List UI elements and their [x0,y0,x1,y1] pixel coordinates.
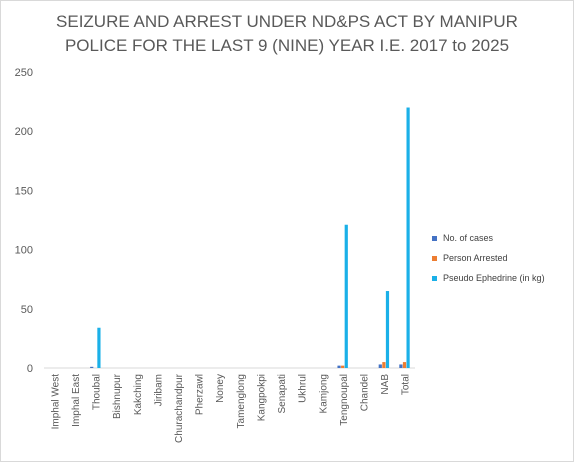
bar-pseudo-ephedrine-in-kg [97,327,101,368]
x-tick-label: Tamenglong [236,374,247,428]
x-tick-label: Kamjong [318,374,329,413]
x-tick-label: Senapati [277,374,288,413]
x-tick-label: Imphal West [50,374,61,430]
chart-title-line-1: SEIZURE AND ARREST UNDER ND&PS ACT BY MA… [56,12,518,31]
legend-label: Person Arrested [443,253,508,263]
x-tick-label: Pherzawl [195,374,206,415]
bar-pseudo-ephedrine-in-kg [406,107,410,369]
y-tick-label: 250 [15,67,33,79]
bar-no-of-cases [378,364,382,368]
bar-person-arrested [382,362,386,368]
bar-person-arrested [402,362,407,368]
x-tick-label: Kangpokpi [256,374,267,421]
legend-swatch [432,255,437,261]
chart-legend: No. of cases Person Arrested Pseudo Ephedr… [432,228,545,288]
y-tick-label: 200 [15,126,33,138]
x-tick-label: Jiribam [153,374,164,406]
x-tick-label: Churachandpur [174,373,185,443]
legend-swatch [432,235,437,241]
x-tick-label: Thoubal [92,374,103,410]
legend-item: Person Arrested [432,248,545,268]
legend-swatch [432,275,437,281]
chart-title: SEIZURE AND ARREST UNDER ND&PS ACT BY MA… [0,10,574,58]
x-tick-label: Noney [215,374,226,403]
bar-no-of-cases [399,364,403,368]
x-tick-label: Ukhrul [298,374,309,403]
y-tick-label: 100 [15,245,33,257]
y-tick-label: 150 [15,185,33,197]
x-tick-label: NAB [380,374,391,395]
x-tick-label: Chandel [359,374,370,411]
legend-label: Pseudo Ephedrine (in kg) [443,273,545,283]
bar-no-of-cases [90,366,94,368]
y-tick-label: 0 [27,363,33,375]
x-tick-label: Tengnoupal [339,374,350,426]
bar-person-arrested [341,365,345,368]
legend-label: No. of cases [443,233,494,243]
legend-item: No. of cases [432,228,545,248]
x-tick-label: Imphal East [71,374,82,427]
bar-no-of-cases [337,365,341,368]
bar-pseudo-ephedrine-in-kg [344,224,348,368]
x-tick-label: Kakching [133,374,144,415]
y-tick-label: 50 [21,304,33,316]
bar-pseudo-ephedrine-in-kg [385,291,390,368]
x-tick-label: Total [401,374,412,395]
chart-title-line-2: POLICE FOR THE LAST 9 (NINE) YEAR I.E. 2… [64,36,510,55]
x-tick-label: Bishnupur [112,373,123,419]
legend-item: Pseudo Ephedrine (in kg) [432,268,545,288]
